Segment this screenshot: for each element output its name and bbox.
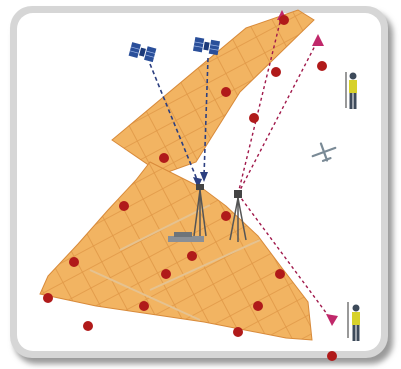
control-point: [43, 293, 53, 303]
total-station-icon: [229, 190, 247, 242]
parcel-area-upper-hatch: [112, 10, 314, 172]
satellite-signals: [149, 57, 209, 188]
signal-line-2: [203, 57, 209, 177]
signal-line-1: [149, 63, 199, 183]
control-point: [271, 67, 281, 77]
control-point: [83, 321, 93, 331]
survey-line-3: [237, 193, 331, 319]
land-parcels: [39, 9, 315, 341]
target-triangle-icon: [312, 34, 324, 46]
surveyor-icon: [345, 72, 357, 109]
control-point: [317, 61, 327, 71]
control-point: [69, 257, 79, 267]
control-point: [119, 201, 129, 211]
signal-arrowhead-1: [193, 177, 202, 188]
survey-vehicle-icon: [168, 232, 204, 242]
control-points: [43, 15, 337, 361]
control-point: [233, 327, 243, 337]
parcel-area-lower-hatch: [40, 162, 312, 340]
control-point: [327, 351, 337, 361]
aircraft-icon: [311, 142, 337, 162]
gnss-receiver-icon: [193, 184, 207, 238]
control-point: [161, 269, 171, 279]
survey-lines: [237, 13, 331, 319]
control-point: [279, 15, 289, 25]
control-point: [159, 153, 169, 163]
survey-line-1: [237, 13, 283, 195]
satellite-icon: [192, 37, 221, 56]
survey-line-2: [237, 39, 319, 195]
target-triangle-icon: [326, 314, 338, 326]
surveyor-icon: [347, 302, 360, 341]
control-point: [221, 87, 231, 97]
parcel-road: [89, 204, 261, 321]
control-point: [139, 301, 149, 311]
satellite-icon: [128, 42, 157, 63]
control-point: [275, 269, 285, 279]
control-point: [221, 211, 231, 221]
control-point: [253, 301, 263, 311]
signal-arrowhead-2: [200, 172, 208, 182]
control-point: [249, 113, 259, 123]
control-point: [187, 251, 197, 261]
